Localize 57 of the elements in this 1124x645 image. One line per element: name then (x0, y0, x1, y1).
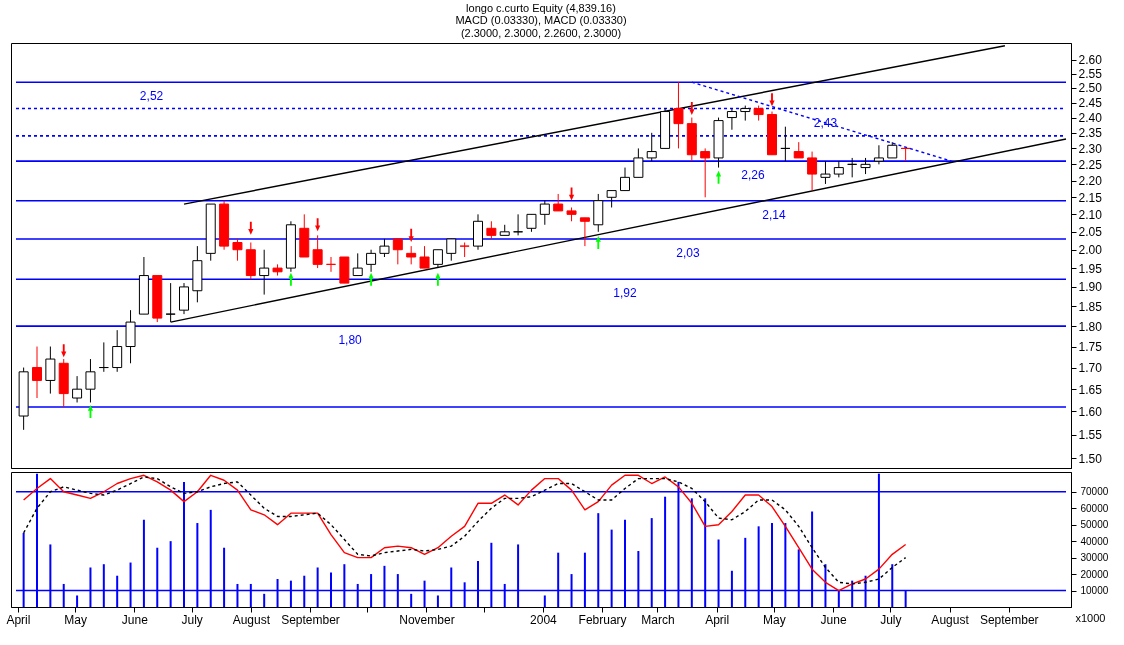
x-tick-label: May (64, 612, 88, 627)
y-tick-label: 1.85 (1078, 299, 1103, 314)
y-tick-label: 30000 (1080, 552, 1109, 564)
annotation: 2,43 (813, 115, 838, 130)
x-tick-label: August (931, 612, 970, 627)
y-tick-label: 1.50 (1078, 451, 1103, 466)
y-tick-label: 1.70 (1078, 361, 1103, 376)
y-tick-label: 60000 (1080, 502, 1109, 514)
annotation: 1,80 (338, 333, 363, 348)
annotation: 2,03 (676, 245, 700, 260)
y-tick-label: 2.55 (1078, 67, 1103, 82)
y-tick-label: 20000 (1080, 568, 1109, 580)
annotation: 2,14 (762, 207, 786, 222)
x-tick-label: August (232, 612, 271, 627)
x-tick-label: May (763, 612, 786, 627)
y-tick-label: 70000 (1080, 486, 1109, 498)
y-axis-title: x1000 (1075, 611, 1106, 624)
text: (2.3000, 2.3000, 2.2600, 2.3000) (460, 27, 622, 39)
annotation: 2,52 (139, 89, 164, 104)
y-tick-label: 2.25 (1078, 157, 1103, 172)
y-tick-label: 2.00 (1078, 243, 1103, 258)
chart-subtitle: MACD (0.03330), MACD (0.03330) (455, 14, 627, 26)
y-tick-label: 2.30 (1078, 141, 1103, 156)
x-tick-label: June (121, 612, 149, 627)
x-tick-label: June (820, 612, 847, 627)
y-tick-label: 1.95 (1078, 261, 1103, 276)
y-tick-label: 2.05 (1078, 225, 1103, 240)
y-tick-label: 1.80 (1078, 319, 1103, 334)
y-tick-label: 10000 (1080, 585, 1109, 597)
x-tick-label: November (399, 612, 455, 627)
x-tick-label: February (578, 612, 627, 627)
y-tick-label: 2.45 (1078, 96, 1103, 111)
y-tick-label: 40000 (1080, 535, 1109, 547)
x-tick-label: April (6, 612, 31, 627)
x-tick-label: April (705, 612, 730, 627)
y-tick-label: 1.75 (1078, 340, 1103, 355)
x-tick-label: March (641, 612, 675, 627)
y-tick-label: 2.40 (1078, 111, 1103, 126)
annotation: 2,26 (741, 168, 765, 183)
y-tick-label: 50000 (1080, 519, 1109, 531)
y-tick-label: 2.50 (1078, 81, 1103, 96)
x-tick-label: July (880, 612, 902, 627)
annotation: 1,92 (613, 286, 637, 301)
y-tick-label: 1.55 (1078, 428, 1103, 442)
y-tick-label: 2.20 (1078, 174, 1103, 189)
x-tick-label: September (281, 612, 340, 627)
y-tick-label: 2.10 (1078, 207, 1103, 222)
y-tick-label: 2.35 (1078, 126, 1103, 141)
y-tick-label: 1.90 (1078, 280, 1103, 295)
y-tick-label: 1.65 (1078, 382, 1103, 397)
x-tick-label: July (181, 612, 203, 627)
y-tick-label: 2.60 (1078, 53, 1103, 68)
x-tick-label: 2004 (530, 612, 558, 627)
x-tick-label: September (979, 612, 1039, 627)
chart-title: longo c.curto Equity (4,839.16) (466, 2, 616, 14)
y-tick-label: 1.60 (1078, 404, 1103, 419)
y-tick-label: 2.15 (1078, 190, 1103, 205)
